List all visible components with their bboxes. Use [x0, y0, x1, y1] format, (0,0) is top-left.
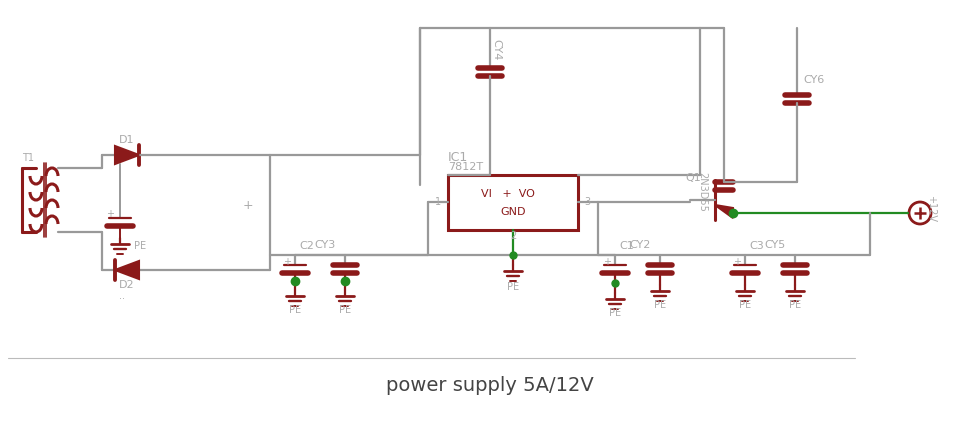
Text: +: + — [283, 257, 291, 267]
Text: Q1: Q1 — [685, 173, 701, 183]
Text: PE: PE — [507, 282, 519, 292]
Text: C3: C3 — [749, 241, 763, 251]
Text: PE: PE — [739, 300, 751, 310]
Polygon shape — [115, 261, 139, 279]
Text: C2: C2 — [299, 241, 314, 251]
Text: 7812T: 7812T — [448, 162, 483, 172]
Text: power supply 5A/12V: power supply 5A/12V — [386, 376, 594, 395]
Text: T1: T1 — [22, 153, 34, 163]
Text: D1: D1 — [120, 135, 135, 145]
Text: PE: PE — [654, 300, 666, 310]
Text: +: + — [106, 209, 114, 219]
Bar — [448, 175, 578, 230]
Text: PE: PE — [289, 305, 301, 315]
Text: CY5: CY5 — [764, 240, 786, 250]
Text: PE: PE — [789, 300, 801, 310]
Text: CY2: CY2 — [629, 240, 651, 250]
Text: PE: PE — [609, 308, 621, 318]
Text: CY3: CY3 — [315, 240, 335, 250]
Text: D2: D2 — [120, 280, 135, 290]
Text: CY6: CY6 — [803, 75, 824, 85]
Text: +: + — [603, 257, 611, 267]
Text: PE: PE — [134, 241, 146, 251]
Text: 2: 2 — [510, 231, 516, 241]
Text: CY4: CY4 — [491, 39, 501, 60]
Text: PE: PE — [339, 305, 351, 315]
Text: 1: 1 — [435, 197, 441, 207]
Text: VI   +  VO: VI + VO — [481, 189, 535, 199]
Text: +: + — [733, 257, 741, 267]
Text: +: + — [243, 198, 253, 212]
Polygon shape — [115, 146, 139, 164]
Text: ..: .. — [119, 291, 125, 301]
Text: C1: C1 — [619, 241, 634, 251]
Text: IC1: IC1 — [448, 151, 468, 164]
Polygon shape — [715, 205, 733, 218]
Text: +12V: +12V — [926, 195, 936, 222]
Text: 2N3D55: 2N3D55 — [697, 172, 707, 212]
Text: GND: GND — [500, 207, 525, 217]
Text: 3: 3 — [584, 197, 590, 207]
